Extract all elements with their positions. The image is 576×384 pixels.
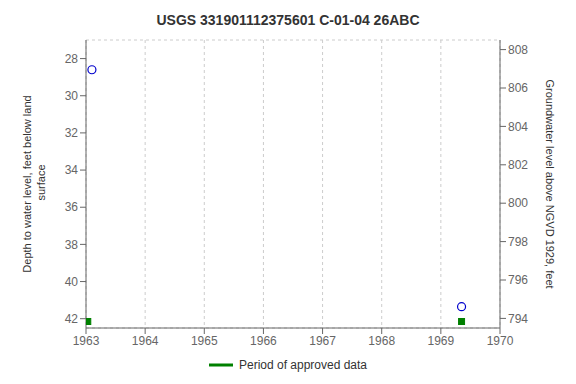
svg-text:1964: 1964 bbox=[132, 334, 159, 348]
svg-text:800: 800 bbox=[508, 196, 528, 210]
svg-text:1963: 1963 bbox=[73, 334, 100, 348]
svg-text:1965: 1965 bbox=[191, 334, 218, 348]
html-text:USGS 331901112375601 C-01-04 2: USGS 331901112375601 C-01-04 26ABC bbox=[156, 12, 420, 28]
svg-text:40: 40 bbox=[65, 275, 79, 289]
svg-text:1970: 1970 bbox=[487, 334, 514, 348]
svg-text:1969: 1969 bbox=[428, 334, 455, 348]
svg-text:794: 794 bbox=[508, 312, 528, 326]
svg-text:806: 806 bbox=[508, 81, 528, 95]
svg-text:42: 42 bbox=[65, 312, 79, 326]
svg-text:804: 804 bbox=[508, 120, 528, 134]
svg-text:1966: 1966 bbox=[250, 334, 277, 348]
svg-text:802: 802 bbox=[508, 158, 528, 172]
svg-text:1968: 1968 bbox=[368, 334, 395, 348]
svg-text:28: 28 bbox=[65, 52, 79, 66]
svg-text:Depth to water level, feet bel: Depth to water level, feet below land su… bbox=[21, 95, 46, 272]
svg-text:798: 798 bbox=[508, 235, 528, 249]
html-text:Period of approved data: Period of approved data bbox=[239, 358, 367, 372]
svg-text:796: 796 bbox=[508, 273, 528, 287]
svg-text:34: 34 bbox=[65, 163, 79, 177]
svg-text:36: 36 bbox=[65, 200, 79, 214]
svg-text:1967: 1967 bbox=[309, 334, 336, 348]
svg-text:808: 808 bbox=[508, 43, 528, 57]
svg-text:Groundwater level above NGVD 1: Groundwater level above NGVD 1929, feet bbox=[544, 79, 556, 288]
svg-text:38: 38 bbox=[65, 238, 79, 252]
svg-text:32: 32 bbox=[65, 126, 79, 140]
svg-text:30: 30 bbox=[65, 89, 79, 103]
